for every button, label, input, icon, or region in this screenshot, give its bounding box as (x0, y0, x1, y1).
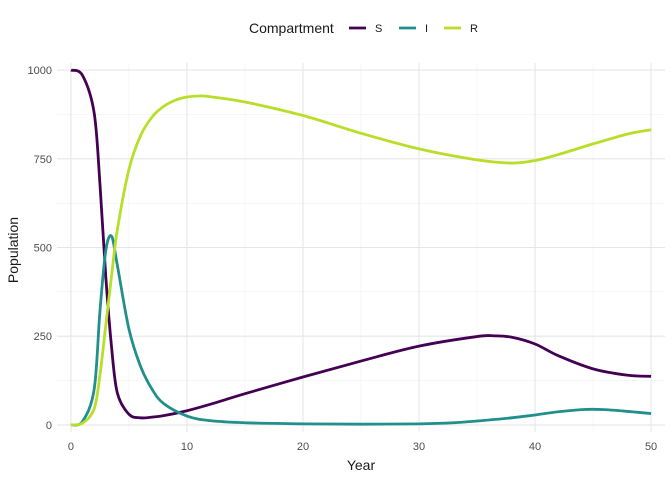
legend-label: S (375, 23, 382, 35)
y-tick-label: 750 (34, 154, 52, 166)
x-axis-title: Year (347, 457, 376, 473)
y-tick-label: 0 (46, 420, 52, 432)
legend-item-r: R (444, 23, 478, 35)
x-tick-label: 0 (68, 441, 74, 453)
y-axis-ticks: 0 250 500 750 1000 (28, 65, 52, 432)
x-tick-label: 50 (645, 441, 657, 453)
legend-item-i: I (399, 23, 428, 35)
y-tick-label: 250 (34, 331, 52, 343)
x-tick-label: 40 (529, 441, 541, 453)
series-lines (70, 68, 652, 427)
x-axis-ticks: 0 10 20 30 40 50 (68, 441, 657, 453)
legend: Compartment S I R (249, 20, 478, 36)
legend-item-s: S (349, 23, 382, 35)
series-line-r (70, 94, 652, 427)
legend-label: I (425, 23, 428, 35)
y-tick-label: 1000 (28, 65, 52, 77)
y-tick-label: 500 (34, 243, 52, 255)
x-tick-label: 10 (181, 441, 193, 453)
legend-title: Compartment (249, 20, 334, 36)
series-line-i (70, 234, 652, 427)
legend-label: R (470, 23, 478, 35)
x-tick-label: 20 (297, 441, 309, 453)
y-axis-title: Population (5, 217, 21, 283)
x-tick-label: 30 (413, 441, 425, 453)
grid (57, 63, 665, 432)
